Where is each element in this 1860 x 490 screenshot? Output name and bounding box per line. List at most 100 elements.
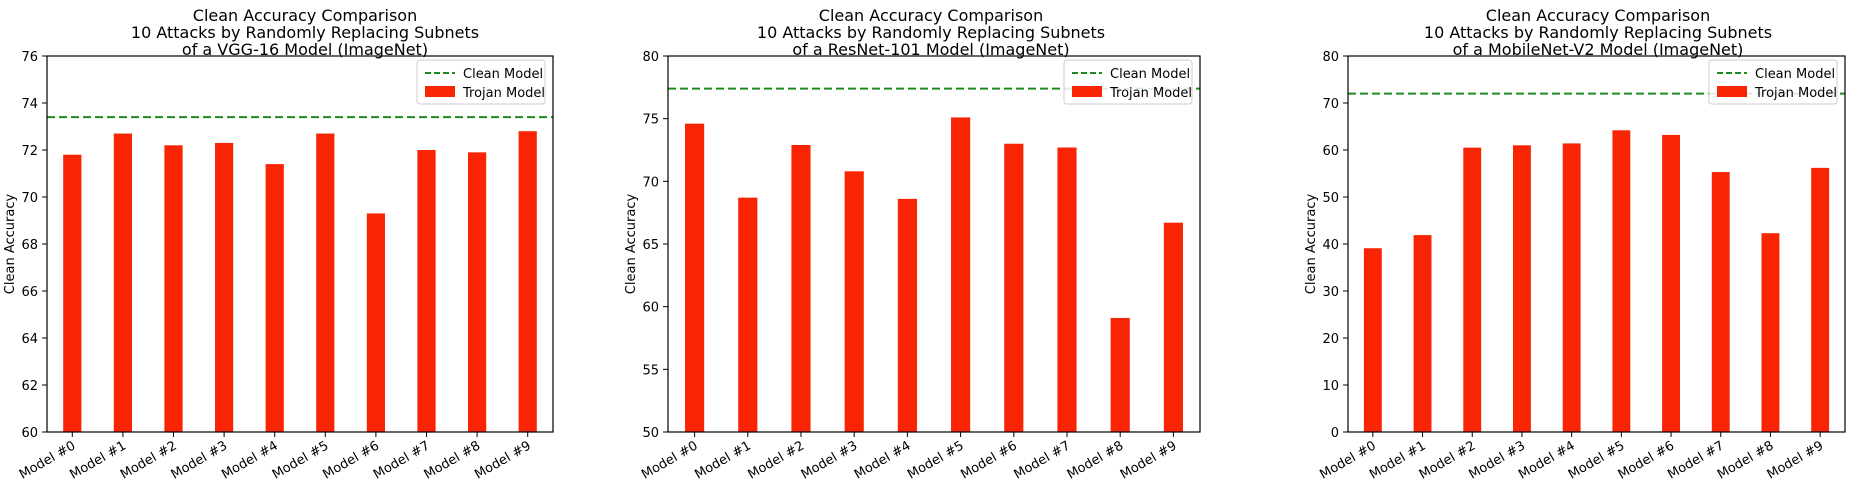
chart-title-line: 10 Attacks by Randomly Replacing Subnets (1424, 23, 1772, 42)
y-tick-label: 74 (21, 97, 38, 112)
legend-swatch-trojan (425, 86, 455, 97)
legend: Clean Model Trojan Model (1063, 59, 1193, 105)
legend-swatch-trojan (1072, 86, 1102, 97)
bar (1413, 235, 1432, 432)
bar (951, 117, 971, 432)
x-tick-label: Model #2 (118, 438, 179, 482)
y-tick-label: 62 (21, 379, 38, 394)
y-tick-label: 0 (1331, 426, 1339, 441)
bar (738, 197, 758, 432)
x-tick-label: Model #1 (692, 438, 753, 482)
x-tick-label: Model #3 (799, 438, 860, 482)
x-tick-label: Model #5 (905, 438, 966, 482)
y-tick-label: 70 (1322, 97, 1339, 112)
bar (1662, 134, 1680, 432)
bar (1513, 145, 1531, 433)
y-tick-label: 65 (642, 238, 659, 253)
y-tick-label: 64 (21, 332, 38, 347)
bar (897, 198, 917, 432)
legend: Clean Model Trojan Model (416, 59, 546, 105)
y-axis-label: Clean Accuracy (3, 194, 18, 295)
bar (518, 131, 537, 432)
x-tick-label: Model #7 (1012, 438, 1073, 482)
bar (1811, 167, 1830, 433)
chart-title-line: of a MobileNet-V2 Model (ImageNet) (1453, 40, 1744, 59)
x-tick-label: Model #2 (746, 438, 807, 482)
bar (844, 171, 864, 432)
chart-title-line: 10 Attacks by Randomly Replacing Subnets (757, 23, 1105, 42)
y-tick-label: 50 (642, 426, 659, 441)
y-tick-label: 60 (1322, 144, 1339, 159)
y-tick-label: 50 (1322, 191, 1339, 206)
chart-title-line: Clean Accuracy Comparison (193, 6, 417, 25)
x-tick-label: Model #9 (1118, 438, 1179, 482)
bar (1612, 130, 1631, 432)
bar (366, 213, 386, 432)
bar (417, 150, 436, 432)
bar (1057, 147, 1077, 432)
y-tick-label: 20 (1322, 332, 1339, 347)
x-tick-label: Model #0 (17, 438, 78, 482)
legend-label-clean: Clean Model (463, 67, 543, 82)
y-tick-label: 10 (1322, 379, 1339, 394)
y-tick-label: 75 (642, 113, 659, 128)
chart-title-line: Clean Accuracy Comparison (819, 6, 1043, 25)
bar (1110, 317, 1130, 432)
chart-title-line: of a ResNet-101 Model (ImageNet) (792, 40, 1069, 59)
bar (1761, 233, 1780, 432)
legend-label-clean: Clean Model (1755, 67, 1835, 82)
x-tick-label: Model #4 (852, 438, 913, 482)
x-tick-label: Model #1 (67, 438, 128, 482)
y-tick-label: 66 (21, 285, 38, 300)
x-tick-label: Model #7 (371, 438, 432, 482)
x-tick-label: Model #6 (958, 438, 1019, 482)
y-tick-label: 60 (642, 301, 659, 316)
y-tick-label: 68 (21, 238, 38, 253)
chart-title-line: of a VGG-16 Model (ImageNet) (182, 40, 428, 59)
y-tick-label: 72 (21, 144, 38, 159)
bar (1163, 222, 1183, 432)
bar (1004, 143, 1024, 432)
bar (791, 144, 811, 432)
y-tick-label: 80 (642, 50, 659, 65)
x-tick-label: Model #8 (1065, 438, 1126, 482)
bar (1711, 172, 1730, 432)
bar (164, 145, 183, 433)
bar (316, 133, 335, 433)
y-tick-label: 55 (642, 363, 659, 378)
y-axis-label: Clean Accuracy (624, 194, 639, 295)
y-tick-label: 76 (21, 50, 38, 65)
y-tick-label: 70 (21, 191, 38, 206)
x-tick-label: Model #9 (1765, 438, 1826, 482)
x-tick-label: Model #4 (219, 438, 280, 482)
bar (467, 152, 487, 432)
y-tick-label: 40 (1322, 238, 1339, 253)
x-tick-label: Model #5 (270, 438, 331, 482)
bar (265, 164, 284, 432)
bar (63, 154, 82, 432)
bar (685, 123, 705, 433)
x-tick-label: Model #0 (639, 438, 700, 482)
bar (214, 142, 234, 432)
x-tick-label: Model #9 (472, 438, 533, 482)
x-tick-label: Model #3 (169, 438, 230, 482)
y-axis-label: Clean Accuracy (1304, 194, 1319, 295)
legend-label-trojan: Trojan Model (1109, 86, 1192, 101)
legend-swatch-trojan (1717, 86, 1747, 97)
bar (113, 133, 133, 433)
legend-label-clean: Clean Model (1110, 67, 1190, 82)
legend-label-trojan: Trojan Model (1754, 86, 1837, 101)
bar (1463, 147, 1482, 432)
x-tick-label: Model #8 (422, 438, 483, 482)
y-tick-label: 30 (1322, 285, 1339, 300)
y-tick-label: 60 (21, 426, 38, 441)
bar (1363, 248, 1382, 432)
legend: Clean Model Trojan Model (1708, 59, 1838, 105)
chart-title-line: Clean Accuracy Comparison (1486, 6, 1710, 25)
chart-title-line: 10 Attacks by Randomly Replacing Subnets (131, 23, 479, 42)
y-tick-label: 70 (642, 175, 659, 190)
